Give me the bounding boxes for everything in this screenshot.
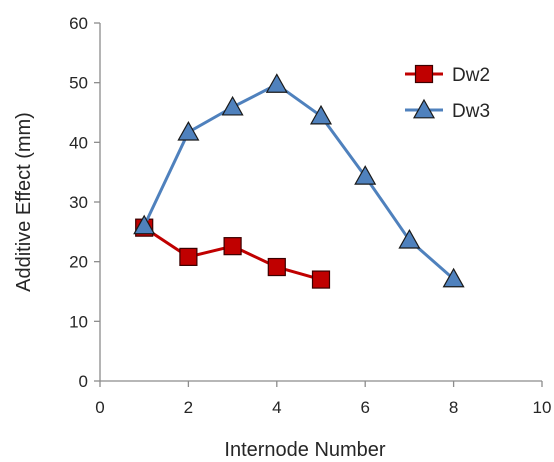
legend-label-dw2: Dw2 (452, 65, 490, 86)
y-tick-label: 40 (69, 133, 88, 152)
legend-marker-dw3 (412, 98, 436, 119)
data-point-dw2 (179, 247, 198, 266)
axes: 0 10 20 30 40 50 60 0 2 4 6 8 10 (69, 14, 551, 417)
y-axis-title: Additive Effect (mm) (13, 112, 35, 292)
y-tick-label: 60 (69, 14, 88, 33)
data-point-dw3 (221, 95, 244, 116)
y-tick-label: 20 (69, 253, 88, 272)
x-tick-label: 8 (449, 398, 458, 417)
legend-label-dw3: Dw3 (452, 101, 490, 122)
legend-item-dw3: Dw3 (405, 98, 490, 122)
data-point-dw3 (442, 267, 465, 288)
series-dw2 (135, 218, 331, 289)
data-point-dw2 (267, 257, 286, 277)
y-tick-label: 10 (69, 312, 88, 331)
series-group (133, 73, 465, 289)
legend-item-dw2: Dw2 (405, 64, 490, 86)
x-tick-label: 2 (184, 398, 193, 417)
y-tick-label: 0 (79, 372, 88, 391)
x-tick-label: 0 (95, 398, 104, 417)
data-point-dw3 (398, 228, 421, 249)
x-tick-label: 6 (360, 398, 369, 417)
data-point-dw3 (265, 73, 288, 93)
x-axis-title: Internode Number (224, 439, 386, 461)
data-point-dw3 (309, 104, 333, 125)
data-point-dw3 (354, 165, 377, 185)
data-point-dw3 (177, 120, 200, 141)
data-point-dw2 (311, 270, 331, 289)
y-tick-label: 30 (69, 193, 88, 212)
legend-marker-dw2 (414, 64, 434, 84)
legend: Dw2 Dw3 (405, 64, 490, 122)
x-tick-label: 10 (533, 398, 552, 417)
x-tick-label: 4 (272, 398, 281, 417)
data-point-dw2 (223, 237, 242, 256)
y-tick-label: 50 (69, 74, 88, 93)
series-dw3 (133, 73, 465, 288)
series-line-dw3 (142, 82, 455, 281)
data-point-dw3 (133, 214, 156, 235)
